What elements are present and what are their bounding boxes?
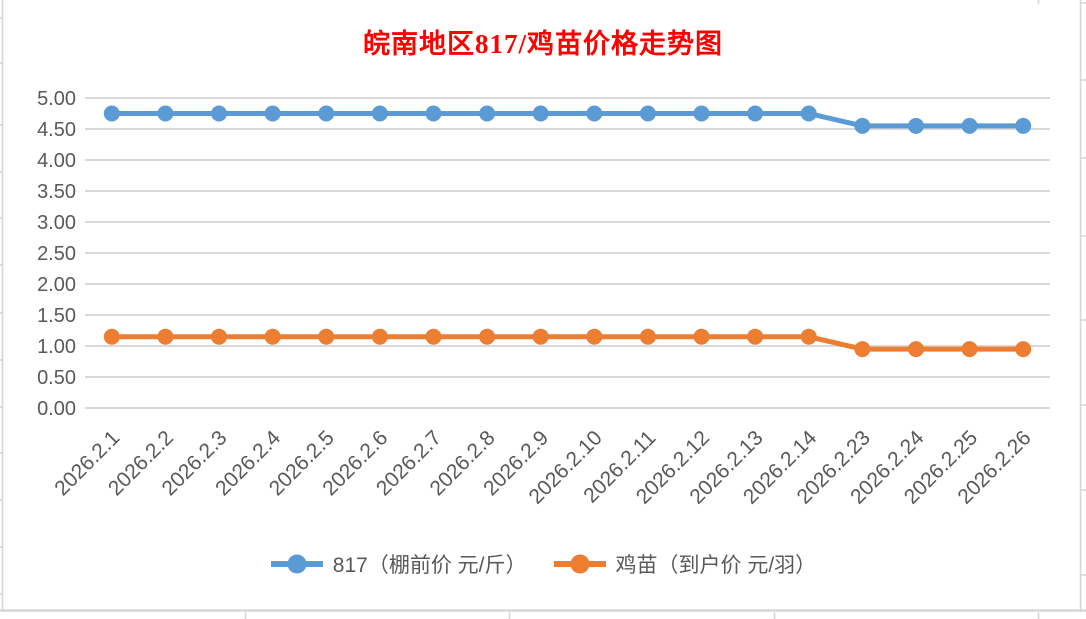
data-point <box>854 341 871 358</box>
data-point <box>800 328 817 345</box>
data-point <box>425 328 442 345</box>
data-point <box>907 117 924 134</box>
data-point <box>747 328 764 345</box>
data-point <box>211 328 228 345</box>
legend: 817（棚前价 元/斤） 鸡苗（到户价 元/羽） <box>0 549 1086 579</box>
y-tick-label: 0.50 <box>37 367 76 389</box>
legend-label-817: 817（棚前价 元/斤） <box>332 554 527 577</box>
y-tick-label: 3.00 <box>37 212 76 234</box>
data-point <box>479 328 496 345</box>
y-tick-label: 2.50 <box>37 243 76 265</box>
legend-label-jimiao: 鸡苗（到户价 元/羽） <box>615 554 817 577</box>
data-point <box>318 328 335 345</box>
data-point <box>211 105 228 122</box>
y-tick-label: 4.00 <box>37 150 76 172</box>
data-point <box>157 328 174 345</box>
x-axis-labels: 2026.2.12026.2.22026.2.32026.2.42026.2.5… <box>50 426 1035 509</box>
series-jimiao <box>103 328 1032 358</box>
series-line <box>111 334 1024 352</box>
chart-title: 皖南地区817/鸡苗价格走势图 <box>362 29 723 59</box>
legend-item-jimiao[interactable]: 鸡苗（到户价 元/羽） <box>553 549 817 579</box>
data-point <box>961 341 978 358</box>
data-point <box>103 328 120 345</box>
data-point <box>371 105 388 122</box>
data-point <box>103 105 120 122</box>
y-tick-label: 2.00 <box>37 274 76 296</box>
data-point <box>586 105 603 122</box>
legend-item-817[interactable]: 817（棚前价 元/斤） <box>270 549 527 579</box>
legend-marker-line-icon <box>553 554 606 574</box>
data-point <box>639 328 656 345</box>
y-tick-label: 1.00 <box>37 336 76 358</box>
y-tick-label: 5.00 <box>37 88 76 110</box>
data-point <box>264 105 281 122</box>
data-point <box>371 328 388 345</box>
series-line <box>111 111 1024 129</box>
gridlines <box>85 97 1050 409</box>
data-point <box>693 105 710 122</box>
y-tick-label: 1.50 <box>37 305 76 327</box>
data-point <box>586 328 603 345</box>
data-point <box>264 328 281 345</box>
data-point <box>1015 117 1032 134</box>
data-point <box>747 105 764 122</box>
data-point <box>157 105 174 122</box>
y-tick-label: 4.50 <box>37 119 76 141</box>
y-tick-label: 3.50 <box>37 181 76 203</box>
series-817 <box>103 105 1032 134</box>
y-axis-labels: 5.00 4.50 4.00 3.50 3.00 2.50 2.00 1.50 1.00 0.50… <box>37 88 76 420</box>
data-point <box>425 105 442 122</box>
data-point <box>907 341 924 358</box>
y-tick-label: 0.00 <box>37 398 76 420</box>
data-point <box>532 328 549 345</box>
data-point <box>693 328 710 345</box>
data-point <box>639 105 656 122</box>
data-point <box>800 105 817 122</box>
data-point <box>961 117 978 134</box>
data-point <box>479 105 496 122</box>
legend-marker-line-icon <box>270 554 323 574</box>
data-point <box>318 105 335 122</box>
data-point <box>854 117 871 134</box>
data-point <box>1015 341 1032 358</box>
data-point <box>532 105 549 122</box>
